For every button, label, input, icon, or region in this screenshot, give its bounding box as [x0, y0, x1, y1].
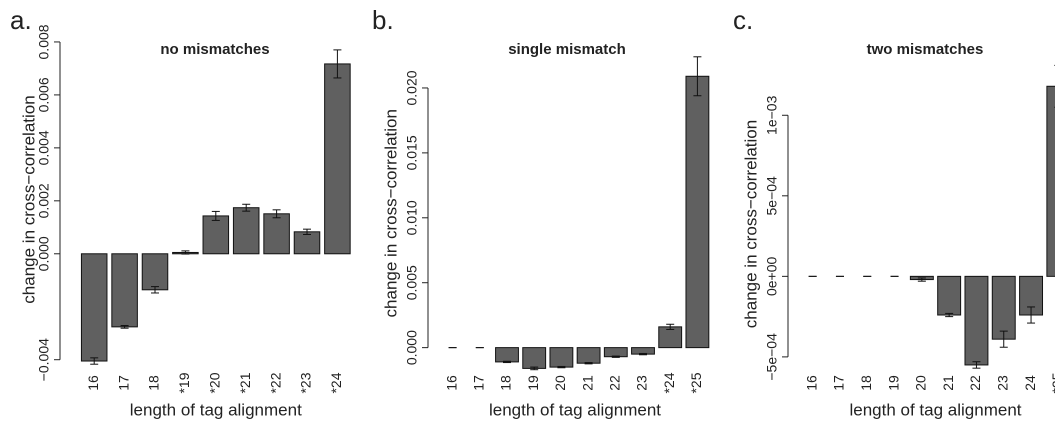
y-tick-label: 0.020	[404, 70, 420, 105]
panel-label: b.	[372, 5, 394, 35]
bar	[685, 75, 710, 349]
panel-label: a.	[10, 5, 32, 35]
x-tick-label: 17	[471, 375, 487, 391]
x-tick-label: 18	[498, 375, 514, 391]
x-tick-label: 19	[885, 375, 901, 391]
y-axis-label: change in cross−correlation	[19, 95, 38, 303]
y-tick-label: 0.010	[404, 200, 420, 235]
x-tick-label: *22	[267, 372, 283, 393]
x-tick-label: *25	[688, 372, 704, 393]
bar	[576, 347, 601, 364]
x-tick-label: 21	[940, 375, 956, 391]
bar	[991, 275, 1016, 340]
x-tick-label: 17	[115, 375, 131, 391]
y-tick-label: 5e−04	[764, 176, 780, 216]
y-tick-label: −0.004	[36, 338, 52, 381]
y-tick-label: 0.000	[404, 330, 420, 365]
y-tick-label: 1e−03	[764, 95, 780, 135]
x-tick-label: *24	[661, 372, 677, 393]
bar	[232, 207, 260, 255]
bar	[263, 213, 290, 255]
x-tick-label: 22	[607, 375, 623, 391]
y-tick-label: 0.008	[36, 24, 52, 59]
x-tick-label: 20	[552, 375, 568, 391]
chart-title: no mismatches	[160, 41, 269, 58]
x-tick-label: 17	[831, 375, 847, 391]
chart-title: two mismatches	[867, 41, 984, 58]
x-tick-label: 21	[579, 375, 595, 391]
y-tick-label: 0.002	[36, 183, 52, 218]
x-tick-label: 23	[994, 375, 1010, 391]
x-tick-label: 19	[525, 375, 541, 391]
x-tick-label: *21	[237, 372, 253, 393]
x-axis-label: length of tag alignment	[130, 400, 302, 419]
x-tick-label: 16	[85, 375, 101, 391]
y-axis-label: change in cross−correlation	[741, 120, 760, 328]
x-axis-label: length of tag alignment	[849, 400, 1021, 419]
bar	[111, 253, 138, 328]
x-tick-label: 20	[913, 375, 929, 391]
x-tick-label: 18	[146, 375, 162, 391]
bar	[603, 347, 628, 358]
bar	[522, 347, 547, 369]
bar	[937, 275, 962, 316]
x-tick-label: 16	[443, 375, 459, 391]
bar	[549, 347, 574, 368]
x-tick-label: *25	[1049, 372, 1055, 393]
y-tick-label: −5e−04	[764, 333, 780, 381]
x-tick-label: *23	[298, 372, 314, 393]
y-tick-label: 0e+00	[764, 256, 780, 296]
y-tick-label: 0.000	[36, 236, 52, 271]
y-tick-label: 0.005	[404, 265, 420, 300]
bar	[658, 326, 683, 349]
x-axis-label: length of tag alignment	[489, 400, 661, 419]
bar	[495, 347, 519, 363]
x-tick-label: 23	[634, 375, 650, 391]
bar	[202, 215, 230, 255]
x-tick-label: 24	[1022, 375, 1038, 391]
y-tick-label: 0.015	[404, 135, 420, 170]
x-tick-label: 16	[803, 375, 819, 391]
x-tick-label: 22	[967, 375, 983, 391]
bar	[141, 253, 169, 291]
bar	[80, 253, 108, 362]
chart-title: single mismatch	[508, 41, 626, 58]
bar	[1046, 85, 1055, 277]
x-tick-label: *20	[207, 372, 223, 393]
panel-label: c.	[733, 5, 753, 35]
bar	[293, 231, 321, 255]
y-axis-label: change in cross−correlation	[381, 109, 400, 317]
x-tick-label: *24	[328, 372, 344, 393]
y-tick-label: 0.006	[36, 77, 52, 112]
bar	[324, 63, 351, 255]
x-tick-label: *19	[176, 372, 192, 393]
bar	[964, 275, 989, 366]
y-tick-label: 0.004	[36, 130, 52, 165]
x-tick-label: 18	[858, 375, 874, 391]
